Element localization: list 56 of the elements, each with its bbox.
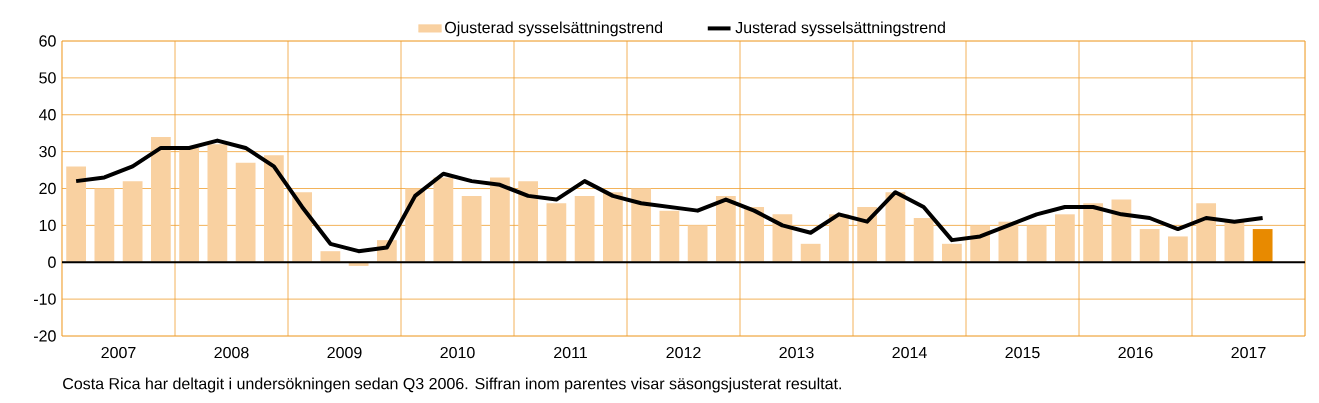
bar [603, 192, 623, 263]
bar [1083, 203, 1104, 263]
bar [631, 188, 652, 263]
bar [66, 166, 87, 263]
bar [1026, 225, 1047, 263]
y-tick-label: -20 [33, 330, 56, 342]
bar [546, 203, 567, 263]
x-tick-label: 2011 [554, 346, 587, 359]
bar [800, 243, 821, 263]
x-tick-label: 2007 [101, 346, 136, 359]
bar [263, 155, 284, 263]
bar [150, 136, 171, 263]
bar [942, 243, 962, 263]
bar [122, 181, 143, 263]
x-tick-label: 2013 [779, 346, 814, 359]
y-tick-label: 10 [39, 219, 56, 232]
bar [1196, 203, 1217, 263]
y-tick-label: 30 [39, 145, 56, 158]
x-tick-label: 2015 [1005, 346, 1040, 359]
bar [1139, 229, 1160, 263]
x-tick-label: 2010 [440, 346, 475, 359]
x-tick-label: 2009 [327, 346, 362, 359]
text: Costa Rica har deltagit i undersökningen sedan Q3 2006. Siffran inom parentes visar säsongsjusterat resultat. [63, 377, 841, 393]
x-tick-label: 2017 [1231, 346, 1266, 359]
bar [1168, 236, 1188, 263]
y-tick-label: 0 [48, 256, 56, 268]
y-tick-label: -10 [33, 293, 56, 305]
bar [179, 147, 200, 263]
bar [320, 251, 341, 263]
bar [574, 195, 595, 263]
bar [235, 162, 256, 263]
x-tick-label: 2014 [892, 346, 927, 359]
bar [913, 218, 934, 263]
bar [1252, 229, 1273, 263]
x-tick-label: 2008 [214, 346, 249, 359]
y-tick-label: 20 [39, 182, 56, 195]
y-tick-label: 40 [38, 109, 56, 121]
bar [94, 188, 115, 263]
bar [433, 177, 454, 263]
bar [489, 177, 510, 263]
bar [659, 210, 680, 263]
bar [744, 206, 765, 263]
legend-label: Ojusterad sysselsättningstrend [445, 21, 663, 37]
y-tick-label: 60 [39, 35, 56, 47]
bar [207, 144, 228, 263]
bar [461, 195, 482, 263]
y-tick-label: 50 [39, 72, 56, 84]
bar [518, 181, 539, 263]
bar [1224, 221, 1245, 263]
bar [716, 195, 736, 263]
bar [1055, 214, 1075, 263]
x-tick-label: 2016 [1118, 346, 1153, 359]
bar [687, 225, 708, 263]
bar [885, 192, 906, 263]
legend-label: Justerad sysselsättningstrend [735, 21, 945, 37]
x-tick-label: 2012 [666, 346, 701, 359]
